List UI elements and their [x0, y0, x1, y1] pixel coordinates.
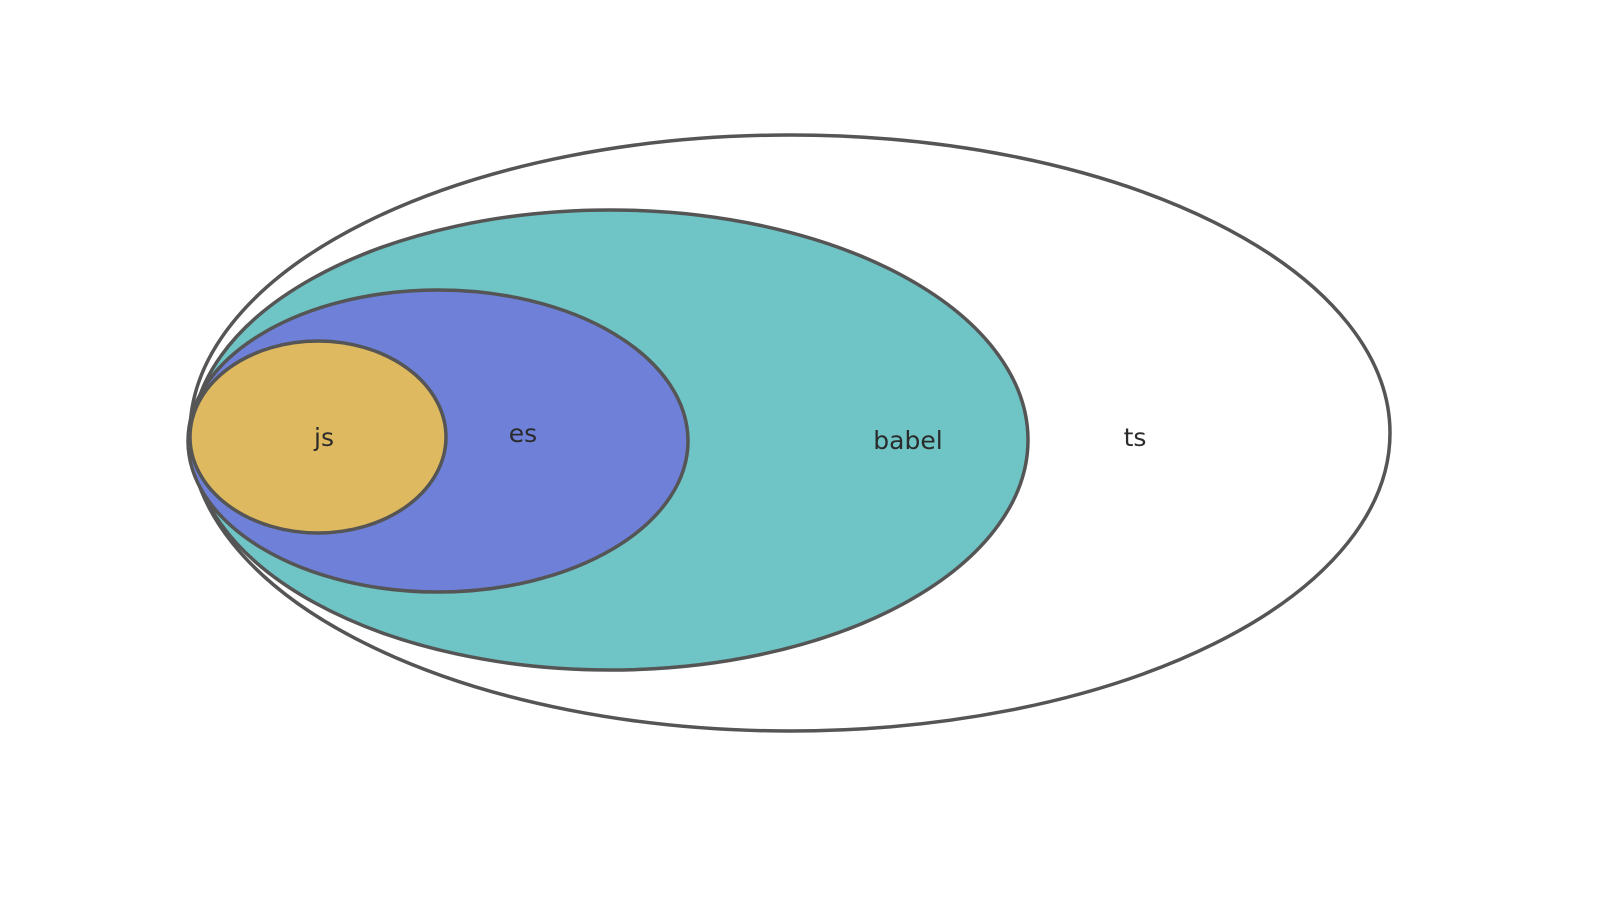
set-js-label: js	[313, 423, 334, 452]
set-babel-label: babel	[873, 426, 942, 455]
set-js-ellipse	[188, 339, 448, 535]
set-ts-label: ts	[1124, 423, 1147, 452]
set-es-label: es	[509, 419, 537, 448]
